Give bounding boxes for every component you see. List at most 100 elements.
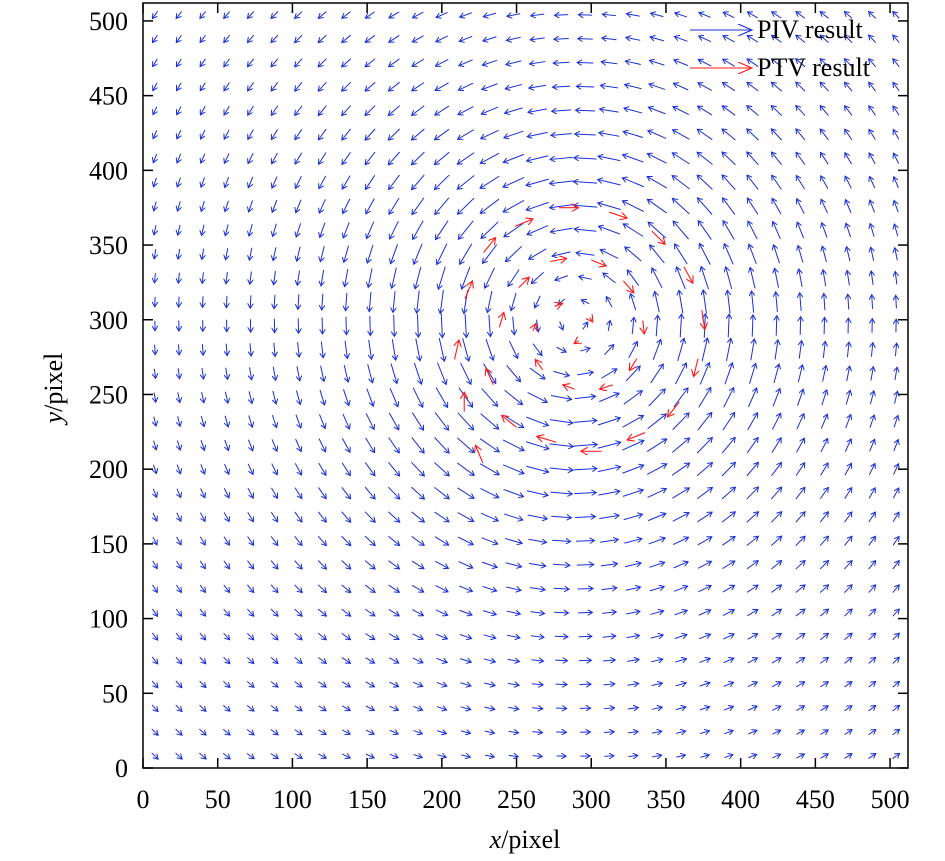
piv-arrow	[458, 106, 474, 114]
piv-arrow	[677, 338, 684, 362]
piv-arrow	[411, 437, 424, 453]
piv-arrow	[247, 58, 255, 67]
ptv-arrow	[533, 323, 536, 330]
piv-arrow	[248, 105, 254, 115]
piv-arrow	[869, 35, 877, 43]
piv-arrow	[651, 683, 662, 685]
piv-arrow	[508, 755, 518, 756]
piv-arrow	[699, 12, 711, 18]
piv-arrow	[868, 633, 876, 641]
piv-arrow	[489, 314, 491, 337]
piv-arrow	[318, 81, 327, 91]
piv-arrow	[392, 267, 397, 289]
piv-arrow	[628, 342, 638, 358]
ptv-arrow	[535, 359, 544, 371]
ptv-arrow	[683, 266, 693, 283]
piv-arrow	[224, 82, 230, 91]
piv-arrow	[672, 198, 690, 215]
piv-arrow	[271, 82, 279, 91]
piv-arrow	[457, 152, 475, 165]
piv-arrow	[247, 536, 254, 545]
piv-arrow	[526, 201, 549, 210]
piv-arrow	[608, 320, 610, 332]
piv-arrow	[200, 106, 206, 115]
piv-arrow	[177, 536, 181, 545]
piv-arrow	[868, 730, 875, 736]
piv-arrow	[532, 343, 542, 356]
piv-arrow	[296, 223, 302, 237]
piv-arrow	[673, 83, 689, 91]
piv-arrow	[435, 609, 448, 615]
piv-arrow	[271, 439, 277, 451]
piv-arrow	[365, 58, 376, 67]
piv-arrow	[870, 224, 875, 237]
piv-arrow	[295, 34, 303, 42]
piv-arrow	[747, 106, 759, 116]
piv-arrow	[176, 58, 182, 67]
piv-arrow	[701, 267, 709, 290]
piv-arrow	[527, 514, 548, 519]
piv-arrow	[417, 314, 418, 337]
piv-arrow	[295, 11, 303, 19]
legend-piv-label: PIV result	[757, 15, 863, 44]
ptv-arrow	[591, 259, 606, 266]
piv-arrow	[322, 293, 323, 310]
piv-arrow	[573, 182, 598, 184]
piv-arrow	[573, 205, 598, 207]
piv-arrow	[503, 488, 524, 496]
y-tick-label: 500	[89, 7, 128, 36]
piv-arrow	[672, 176, 690, 190]
piv-arrow	[341, 632, 351, 639]
piv-arrow	[673, 130, 690, 140]
piv-arrow	[389, 754, 398, 757]
x-axis-title-var: x	[489, 825, 502, 854]
piv-arrow	[892, 657, 900, 664]
piv-arrow	[622, 440, 644, 451]
piv-arrow	[435, 560, 448, 568]
piv-arrow	[722, 561, 735, 570]
piv-arrow	[699, 244, 711, 265]
piv-arrow	[796, 414, 804, 430]
piv-arrow	[391, 244, 398, 263]
piv-arrow	[294, 560, 302, 569]
piv-arrow	[154, 416, 156, 426]
piv-arrow	[176, 11, 182, 18]
piv-arrow	[177, 177, 180, 187]
piv-arrow	[226, 271, 227, 284]
piv-arrow	[553, 62, 570, 63]
piv-arrow	[679, 290, 684, 314]
piv-arrow	[844, 730, 851, 736]
ptv-arrow	[599, 385, 614, 389]
piv-arrow	[697, 175, 713, 190]
piv-arrow	[776, 316, 777, 336]
piv-arrow	[796, 754, 804, 758]
piv-arrow	[387, 486, 399, 499]
piv-arrow	[822, 223, 828, 238]
piv-arrow	[295, 176, 302, 188]
piv-arrow	[868, 512, 876, 523]
piv-arrow	[437, 755, 446, 758]
piv-arrow	[747, 388, 756, 408]
piv-arrow	[503, 414, 523, 428]
piv-arrow	[655, 291, 660, 313]
piv-arrow	[575, 517, 595, 518]
piv-arrow	[723, 658, 734, 664]
piv-arrow	[819, 609, 828, 617]
piv-arrow	[411, 511, 424, 522]
piv-arrow	[481, 537, 498, 544]
piv-arrow	[844, 633, 852, 641]
piv-arrow	[893, 12, 900, 19]
piv-arrow	[482, 59, 498, 65]
piv-arrow	[599, 515, 619, 520]
piv-arrow	[796, 730, 804, 734]
piv-arrow	[576, 564, 594, 565]
piv-arrow	[772, 175, 782, 190]
piv-arrow	[749, 244, 757, 265]
piv-arrow	[820, 463, 828, 476]
piv-arrow	[178, 272, 179, 283]
piv-arrow	[294, 729, 302, 735]
piv-arrow	[673, 107, 690, 115]
ptv-arrow	[514, 219, 533, 227]
piv-arrow	[459, 609, 472, 615]
piv-arrow	[601, 588, 617, 590]
